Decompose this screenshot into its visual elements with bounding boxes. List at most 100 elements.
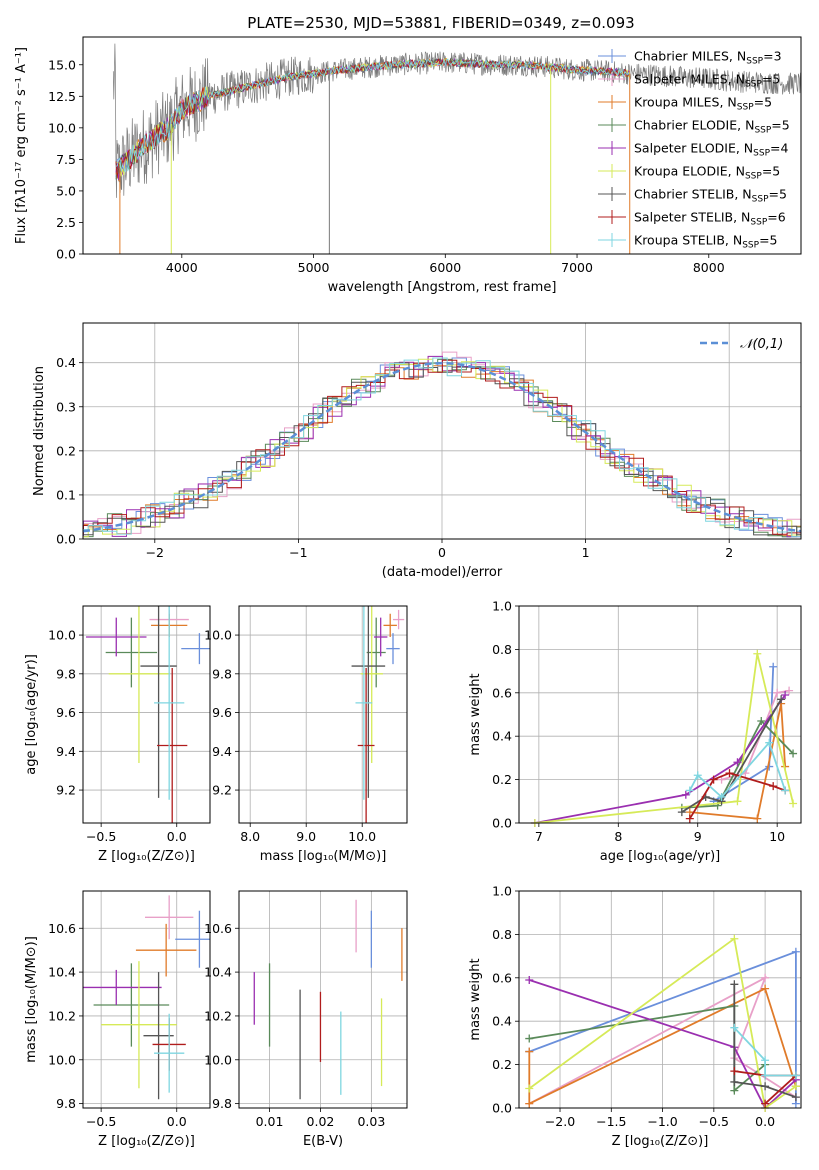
y-tick-label: 0.4 <box>492 1014 512 1029</box>
x-axis-label: Z [log₁₀(Z/Z⊙)] <box>98 849 195 864</box>
series-marker <box>730 1086 739 1095</box>
y-tick-label: 0.0 <box>492 816 512 831</box>
histogram-step <box>83 355 801 538</box>
panel-spectrum: 4000 5000 6000 7000 8000 0.0 2.5 5.0 7.5 10.0 12.5… <box>14 36 802 295</box>
y-axis-label: age [log₁₀(age/yr)] <box>24 654 39 775</box>
x-tick-label: 2 <box>725 545 733 560</box>
series-marker <box>693 771 702 780</box>
series-line <box>689 703 786 820</box>
series-line <box>528 937 797 1108</box>
y-tick-label: 10.0 <box>204 628 232 643</box>
series-marker <box>769 662 778 671</box>
axes-frame <box>82 322 802 540</box>
series-marker <box>525 1034 534 1043</box>
y-axis-label: Normed distribution <box>32 366 47 496</box>
series-marker <box>681 790 690 799</box>
y-tick-label: 9.2 <box>212 783 232 798</box>
series-marker <box>785 686 794 695</box>
x-axis-label: age [log₁₀(age/yr)] <box>600 849 721 864</box>
panel-residuals: −2 −1 0 1 2 0.0 0.1 0.2 0.3 0.4 (data-model)/error… <box>32 322 802 580</box>
series-marker <box>761 1071 770 1080</box>
y-tick-label: 10.2 <box>48 1008 76 1023</box>
axes-frame <box>238 890 408 1109</box>
series-marker <box>525 1084 534 1093</box>
legend-label-sub: SSP <box>750 218 767 228</box>
legend-label-suffix: =5 <box>754 95 772 110</box>
series-marker <box>733 797 742 806</box>
series-marker <box>525 1047 534 1056</box>
legend-label: Salpeter ELODIE, NSSP=4 <box>634 141 789 159</box>
y-tick-label: 0.2 <box>56 443 76 458</box>
legend-label-sub: SSP <box>737 103 754 113</box>
y-tick-label: 10.0 <box>48 120 76 135</box>
y-tick-label: 1.0 <box>492 884 512 899</box>
y-tick-label: 5.0 <box>56 183 76 198</box>
model-line <box>115 58 631 173</box>
x-axis-label: E(B-V) <box>303 1134 343 1149</box>
x-tick-label: 6000 <box>429 260 461 275</box>
legend-label: Salpeter STELIB, NSSP=6 <box>634 210 786 228</box>
panel-mass_vs_Z: −0.5 0.0 9.8 10.0 10.2 10.4 10.6 Z [log₁₀(Z/Z⊙)… <box>24 890 211 1149</box>
legend-label-suffix: =3 <box>763 49 781 64</box>
legend-label-sub: SSP <box>752 195 769 205</box>
x-tick-label: −2 <box>146 545 164 560</box>
y-tick-label: 9.8 <box>212 666 232 681</box>
series-marker <box>791 947 800 956</box>
axes-frame <box>518 605 802 824</box>
series-line <box>528 987 797 1106</box>
y-tick-label: 10.4 <box>48 965 76 980</box>
x-tick-label: 8.0 <box>240 829 260 844</box>
legend-label-text: Chabrier MILES, N <box>634 49 746 64</box>
legend-label-sub: SSP <box>745 172 762 182</box>
series-marker <box>791 1071 800 1080</box>
y-tick-label: 2.5 <box>56 215 76 230</box>
histogram-step <box>83 357 801 538</box>
legend-label: Salpeter MILES, NSSP=5 <box>634 72 780 90</box>
y-tick-label: 0.2 <box>492 1057 512 1072</box>
x-tick-label: 0.0 <box>167 1114 187 1129</box>
series-marker <box>753 814 762 823</box>
series-line <box>733 1027 796 1077</box>
legend-label: 𝒩(0,1) <box>740 337 783 352</box>
x-tick-label: −0.5 <box>86 1114 116 1129</box>
series-marker <box>709 775 718 784</box>
axes-frame <box>518 890 802 1109</box>
series-marker <box>789 799 798 808</box>
x-tick-label: 1 <box>582 545 590 560</box>
y-axis-label: Flux [fλ10⁻¹⁷ erg cm⁻² s⁻¹ A⁻¹] <box>14 47 29 244</box>
series-marker <box>781 786 790 795</box>
legend-label-text: Kroupa ELODIE, N <box>634 164 745 179</box>
legend-label-sub: SSP <box>746 57 763 67</box>
x-tick-label: 9.0 <box>296 829 316 844</box>
series-marker <box>725 769 734 778</box>
y-tick-label: 12.5 <box>48 89 76 104</box>
series-marker <box>761 1056 770 1065</box>
y-axis-label: mass weight <box>468 673 483 755</box>
series-marker <box>789 749 798 758</box>
legend-label-text: Salpeter STELIB, N <box>634 210 750 225</box>
series-line <box>534 653 794 823</box>
x-axis-label: mass [log₁₀(M/M⊙)] <box>260 849 387 864</box>
y-tick-label: 0.6 <box>492 685 512 700</box>
y-tick-label: 10.0 <box>48 628 76 643</box>
series-marker <box>685 814 694 823</box>
y-tick-label: 0.6 <box>492 970 512 985</box>
series-marker <box>761 1082 770 1091</box>
series-marker <box>777 695 786 704</box>
legend-label-sub: SSP <box>745 80 762 90</box>
axes-frame <box>82 605 211 824</box>
y-tick-label: 10.2 <box>204 1008 232 1023</box>
legend-label: Kroupa ELODIE, NSSP=5 <box>634 164 780 182</box>
y-tick-label: 0.4 <box>492 729 512 744</box>
series-marker <box>730 934 739 943</box>
series-marker <box>677 808 686 817</box>
histogram-step <box>83 358 801 538</box>
y-tick-label: 10.6 <box>48 921 76 936</box>
x-tick-label: 5000 <box>298 260 330 275</box>
series-marker <box>769 782 778 791</box>
series-line <box>534 694 786 823</box>
x-axis-label: (data-model)/error <box>382 565 503 580</box>
x-tick-label: 9 <box>694 829 702 844</box>
x-tick-label: −1.5 <box>596 1114 626 1129</box>
